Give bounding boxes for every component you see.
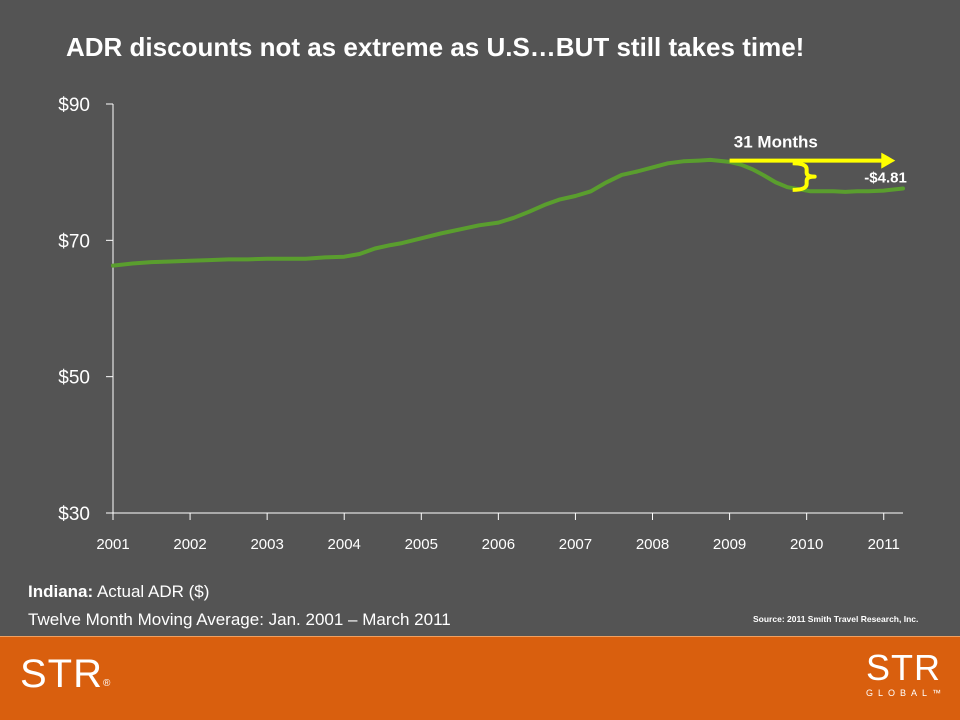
x-tick-label: 2005 — [405, 536, 438, 553]
y-tick-label: $50 — [58, 368, 90, 389]
x-tick-label: 2010 — [790, 536, 823, 553]
footer-bar — [0, 636, 960, 720]
caption-metric: Actual ADR ($) — [93, 582, 210, 601]
months-arrow-head — [881, 152, 896, 169]
x-tick-label: 2002 — [173, 536, 206, 553]
x-tick-label: 2004 — [328, 536, 361, 553]
x-tick-label: 2009 — [713, 536, 746, 553]
x-tick-label: 2003 — [250, 536, 283, 553]
source-note: Source: 2011 Smith Travel Research, Inc. — [753, 614, 919, 624]
caption-line2: Twelve Month Moving Average: Jan. 2001 –… — [28, 610, 451, 629]
caption-line1: Indiana: Actual ADR ($) — [28, 582, 209, 602]
caption-region: Indiana: — [28, 582, 94, 601]
drop-label: -$4.81 — [864, 170, 907, 187]
x-tick-label: 2006 — [482, 536, 515, 553]
str-global-logo-text: STR — [866, 647, 941, 688]
months-label: 31 Months — [734, 133, 818, 152]
x-tick-label: 2011 — [868, 536, 900, 553]
y-tick-label: $90 — [58, 95, 90, 116]
slide-title: ADR discounts not as extreme as U.S…BUT … — [66, 32, 805, 62]
chart-axes — [112, 104, 903, 514]
chart-annotations: 31 Months -$4.81 — [729, 133, 907, 192]
footer-divider — [0, 636, 960, 637]
y-tick-label: $70 — [58, 231, 90, 252]
str-global-logo: STR GLOBAL™ — [866, 647, 947, 699]
chart-series — [111, 157, 905, 268]
x-tick-label: 2001 — [96, 536, 129, 553]
str-global-logo-subtext: GLOBAL™ — [866, 688, 947, 698]
chart-ticks: $30 $50 $70 $90 2001 2002 2003 2004 2005 2006 2007… — [58, 95, 900, 553]
y-tick-label: $30 — [58, 504, 90, 525]
str-logo: STR® — [20, 652, 111, 697]
str-logo-text: STR — [20, 652, 103, 696]
str-logo-mark: ® — [103, 678, 112, 689]
series-line — [111, 157, 905, 268]
drop-brace — [792, 161, 817, 192]
x-tick-label: 2008 — [636, 536, 669, 553]
x-tick-label: 2007 — [559, 536, 592, 553]
